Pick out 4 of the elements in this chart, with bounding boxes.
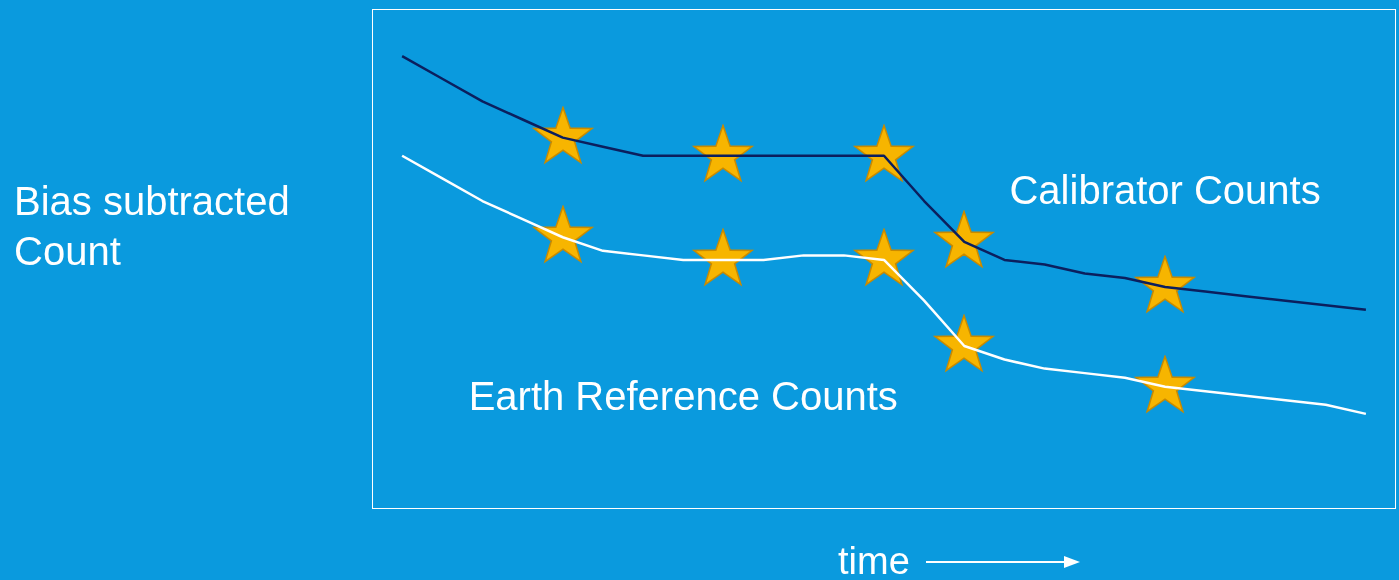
series-label: Earth Reference Counts [468,373,898,418]
series-label: Calibrator Counts [1009,168,1321,213]
y-axis-title: Bias subtracted Count [14,178,291,275]
x-axis-title: time [838,540,910,580]
